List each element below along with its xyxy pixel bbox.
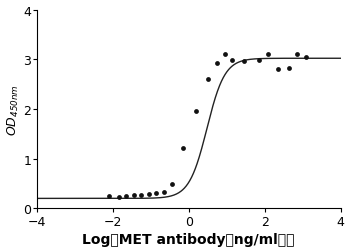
Point <box>222 53 228 57</box>
Y-axis label: OD$_\mathregular{450nm}$: OD$_\mathregular{450nm}$ <box>6 84 21 135</box>
Point <box>123 195 129 199</box>
Point <box>106 194 112 198</box>
Point <box>205 78 210 82</box>
Point <box>161 190 167 194</box>
Point <box>303 56 309 60</box>
Point <box>146 193 152 197</box>
Point <box>275 68 281 72</box>
Point <box>169 183 175 187</box>
Point <box>256 59 262 63</box>
Point <box>294 53 300 57</box>
Point <box>215 62 220 66</box>
Point <box>180 146 186 150</box>
Point <box>230 59 235 63</box>
Point <box>131 194 136 198</box>
Point <box>139 194 144 198</box>
Point <box>154 192 159 196</box>
Point <box>241 60 246 64</box>
Point <box>116 196 121 200</box>
Point <box>266 53 271 57</box>
Point <box>194 110 199 114</box>
Point <box>287 67 292 71</box>
X-axis label: Log（MET antibody（ng/ml））: Log（MET antibody（ng/ml）） <box>83 233 295 246</box>
